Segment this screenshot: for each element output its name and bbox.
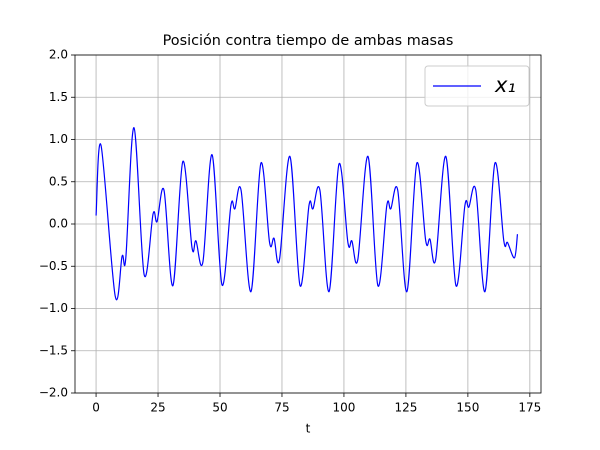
x-axis-label: t [306,422,311,436]
plot-frame [74,54,542,394]
y-tick-label: −0.5 [39,259,68,273]
x-tick-label: 50 [212,401,227,415]
y-tick-label: −1.5 [39,343,68,357]
y-tick-label: 2.0 [49,48,68,62]
legend: x₁ [424,65,530,107]
x-tick-label: 0 [92,401,100,415]
x-tick-label: 150 [456,401,479,415]
data-line [95,127,519,301]
y-tick-label: 1.0 [49,132,68,146]
chart-title: Posición contra tiempo de ambas masas [163,33,454,49]
y-tick-label: 0.5 [49,174,68,188]
y-tick-label: 1.5 [49,90,68,104]
legend-label: x₁ [494,73,516,97]
y-tick-label: 0.0 [49,217,68,231]
y-tick-label: −2.0 [39,386,68,400]
y-tick-label: −1.0 [39,301,68,315]
x-tick-label: 75 [274,401,289,415]
x-tick-label: 125 [394,401,417,415]
x-tick-label: 175 [518,401,541,415]
x-tick-label: 25 [150,401,165,415]
x-tick-label: 100 [332,401,355,415]
